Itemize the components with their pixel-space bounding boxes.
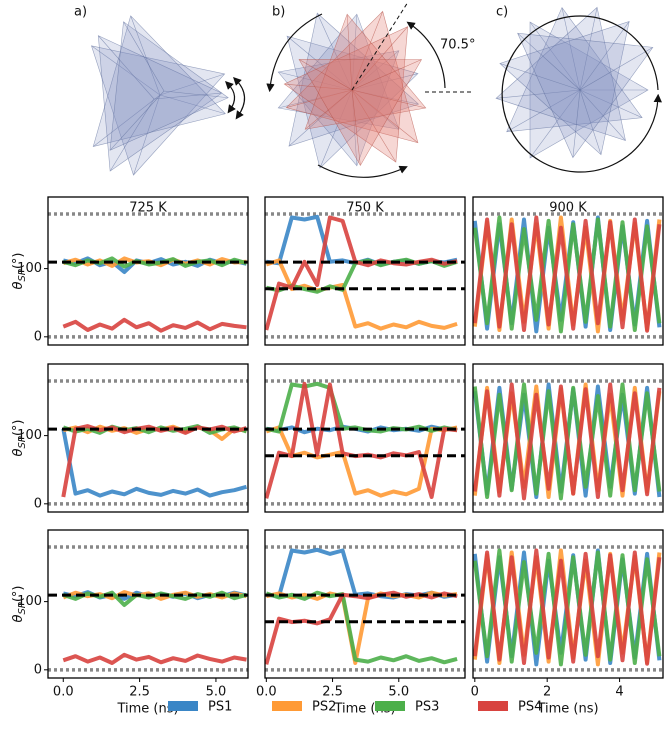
x-tick-label: 2 <box>543 685 551 700</box>
panel-frame <box>264 529 466 679</box>
y-tick-label: 100 <box>17 428 42 443</box>
panel-frame <box>47 529 249 679</box>
legend-label: PS2 <box>312 700 336 715</box>
series-line <box>265 381 458 499</box>
legend-swatch <box>478 701 508 711</box>
panel-title: 725 K <box>129 201 167 216</box>
y-axis-label: θSP(°) <box>11 585 29 622</box>
x-tick-label: 5.0 <box>206 685 227 700</box>
y-label-symbol: θ <box>11 449 26 457</box>
y-label-subscript: SP <box>17 268 28 281</box>
reference-line <box>351 1 409 91</box>
x-tick-label: 4 <box>615 685 623 700</box>
panel-frame <box>472 363 664 513</box>
rotation-arrow <box>317 164 408 178</box>
y-tick-label: 100 <box>17 261 42 276</box>
x-axis-label: Time (ns) <box>536 702 598 717</box>
series-line <box>473 215 662 333</box>
legend-label: PS3 <box>415 700 439 715</box>
legend-swatch <box>375 701 405 711</box>
rotation-arrow <box>266 13 323 93</box>
y-axis-label: θSP(°) <box>11 252 29 289</box>
plot-area <box>265 212 465 339</box>
plot-area <box>48 379 248 506</box>
panel-frame <box>264 363 466 513</box>
series-line <box>473 548 662 666</box>
plot-area <box>473 212 663 339</box>
legend-label: PS1 <box>208 700 232 715</box>
series-line <box>265 381 458 434</box>
legend-swatch <box>272 701 302 711</box>
y-label-subscript: SP <box>17 435 28 448</box>
y-label-symbol: θ <box>11 282 26 290</box>
plot-area <box>48 212 248 339</box>
series-line <box>266 547 458 600</box>
panel-frame <box>472 529 664 679</box>
series-line <box>266 214 458 267</box>
panel-label: b) <box>272 5 285 20</box>
rotation-circle <box>501 15 662 173</box>
plot-area <box>265 545 465 672</box>
series-line <box>473 382 662 501</box>
x-tick-label: 2.5 <box>129 685 150 700</box>
series-line <box>265 590 458 665</box>
plot-area <box>265 379 465 506</box>
y-label-unit: (°) <box>11 419 26 436</box>
panel-frame <box>47 363 249 513</box>
series-line <box>62 652 247 665</box>
y-label-unit: (°) <box>11 252 26 269</box>
rotation-arrow <box>233 77 246 120</box>
series-line <box>62 317 247 333</box>
angle-arrow <box>406 21 446 89</box>
y-label-subscript: SP <box>17 601 28 614</box>
panel-frame <box>472 196 664 346</box>
x-tick-label: 0 <box>471 685 479 700</box>
plot-area <box>48 545 248 672</box>
plot-area <box>473 545 663 672</box>
panel-label: c) <box>496 5 508 20</box>
series-line <box>61 428 248 498</box>
y-tick-label: 100 <box>17 594 42 609</box>
legend-label: PS4 <box>518 700 542 715</box>
y-label-symbol: θ <box>11 615 26 623</box>
series-line <box>265 590 458 665</box>
y-tick-label: 0 <box>34 662 42 677</box>
x-axis-label: Time (ns) <box>116 702 178 717</box>
plot-area <box>473 379 663 506</box>
y-label-unit: (°) <box>11 585 26 602</box>
panel-title: 900 K <box>549 201 587 216</box>
x-tick-label: 0.0 <box>53 685 74 700</box>
legend-swatch <box>168 701 198 711</box>
rotation-arrow <box>225 81 236 114</box>
panel-title: 750 K <box>346 201 384 216</box>
y-tick-label: 0 <box>34 496 42 511</box>
series-line <box>265 215 458 331</box>
panel-frame <box>47 196 249 346</box>
panel-frame <box>264 196 466 346</box>
x-tick-label: 5.0 <box>388 685 409 700</box>
y-axis-label: θSP(°) <box>11 419 29 456</box>
angle-label: 70.5° <box>440 38 475 53</box>
tetrahedron-c <box>495 6 666 187</box>
y-tick-label: 0 <box>34 329 42 344</box>
panel-label: a) <box>74 5 87 20</box>
x-tick-label: 2.5 <box>322 685 343 700</box>
series-line <box>265 258 458 331</box>
tetrahedron-a <box>90 8 247 180</box>
x-tick-label: 0.0 <box>256 685 277 700</box>
